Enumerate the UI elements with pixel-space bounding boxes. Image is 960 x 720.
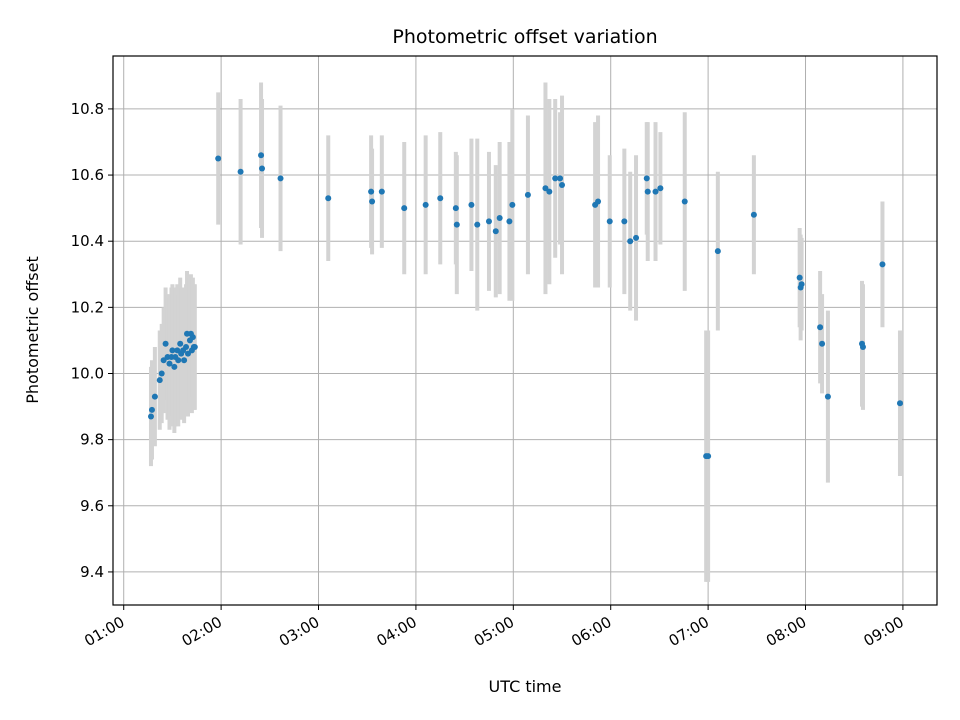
y-tick-label: 10.6 [71, 166, 104, 184]
data-points [147, 152, 903, 460]
data-point [468, 201, 475, 208]
data-point [175, 357, 182, 364]
data-point [606, 218, 613, 225]
y-tick-label: 10.0 [71, 364, 104, 382]
data-point [896, 400, 903, 407]
data-point [485, 218, 492, 225]
data-point [546, 188, 553, 195]
data-point [798, 281, 805, 288]
data-point [506, 218, 513, 225]
data-point [643, 175, 650, 182]
data-point [151, 393, 158, 400]
data-point [714, 248, 721, 255]
data-point [627, 238, 634, 245]
data-point [621, 218, 628, 225]
data-point [509, 201, 516, 208]
data-point [422, 201, 429, 208]
data-point [325, 195, 332, 202]
data-point [174, 347, 181, 354]
data-point [169, 347, 176, 354]
data-point [148, 406, 155, 413]
data-point [552, 175, 559, 182]
data-point [492, 228, 499, 235]
data-point [368, 188, 375, 195]
data-point [258, 152, 265, 159]
data-point [595, 198, 602, 205]
data-point [705, 453, 712, 460]
data-point [156, 377, 163, 384]
data-point [277, 175, 284, 182]
data-point [474, 221, 481, 228]
data-point [181, 357, 188, 364]
data-point [215, 155, 222, 162]
data-point [524, 191, 531, 198]
y-tick-label: 9.8 [80, 431, 104, 449]
data-point [652, 188, 659, 195]
data-point [452, 205, 459, 212]
data-point [633, 234, 640, 241]
y-tick-label: 10.4 [71, 232, 104, 250]
data-point [496, 215, 503, 222]
data-point [644, 188, 651, 195]
data-point [158, 370, 165, 377]
data-point [879, 261, 886, 268]
data-point [166, 360, 173, 367]
data-point [817, 324, 824, 331]
data-point [437, 195, 444, 202]
chart-title: Photometric offset variation [392, 26, 657, 48]
data-point [184, 350, 191, 357]
y-tick-label: 10.2 [71, 298, 104, 316]
x-axis-label: UTC time [489, 677, 562, 696]
data-point [796, 274, 803, 281]
data-point [160, 357, 167, 364]
data-point [657, 185, 664, 192]
data-point [557, 175, 564, 182]
data-point [171, 363, 178, 370]
y-tick-label: 10.8 [71, 100, 104, 118]
data-point [147, 413, 154, 420]
data-point [237, 168, 244, 175]
y-axis-ticks: 9.4 9.6 9.8 10.0 10.2 10.4 10.6 10.8 [71, 100, 113, 581]
data-point [369, 198, 376, 205]
data-point [378, 188, 385, 195]
y-tick-label: 9.6 [80, 497, 104, 515]
data-point [819, 340, 826, 347]
data-point [750, 211, 757, 218]
data-point [453, 221, 460, 228]
data-point [681, 198, 688, 205]
data-point [162, 340, 169, 347]
data-point [183, 344, 190, 351]
y-axis-label: Photometric offset [23, 256, 42, 404]
data-point [859, 344, 866, 351]
plot-frame [112, 55, 938, 606]
data-point [401, 205, 408, 212]
data-point [559, 181, 566, 188]
data-point [824, 393, 831, 400]
y-tick-label: 9.4 [80, 563, 104, 581]
data-point [259, 165, 266, 172]
data-point [542, 185, 549, 192]
data-point [191, 344, 198, 351]
data-point [177, 340, 184, 347]
data-point [189, 334, 196, 341]
